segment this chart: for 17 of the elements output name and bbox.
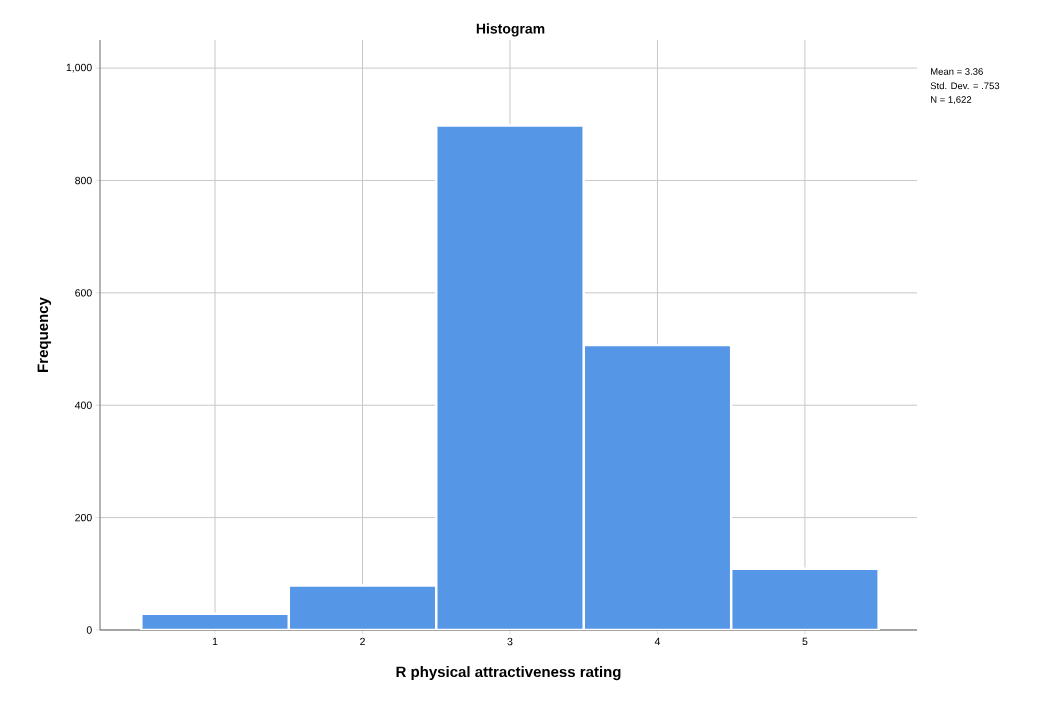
x-tick-label: 3 <box>507 637 513 646</box>
y-axis-title: Frequency <box>37 297 52 372</box>
x-tick-label: 4 <box>654 637 661 646</box>
x-tick-label: 5 <box>802 637 808 646</box>
y-tick-label: 0 <box>86 626 92 634</box>
x-tick-label: 2 <box>360 637 365 646</box>
y-tick-label: 1,000 <box>66 63 92 73</box>
y-tick-label: 600 <box>75 289 92 297</box>
x-tick-label: 1 <box>212 637 218 646</box>
y-tick-label: 200 <box>75 513 92 522</box>
chart-title: Histogram <box>476 23 545 37</box>
y-tick-label: 800 <box>75 176 92 185</box>
text: Std. Dev. = .753 <box>930 82 1000 90</box>
text: N = 1,622 <box>930 96 972 105</box>
y-tick-label: 400 <box>74 401 92 409</box>
text: Mean = 3.36 <box>930 68 983 75</box>
x-axis-title: R physical attractiveness rating <box>396 666 621 681</box>
